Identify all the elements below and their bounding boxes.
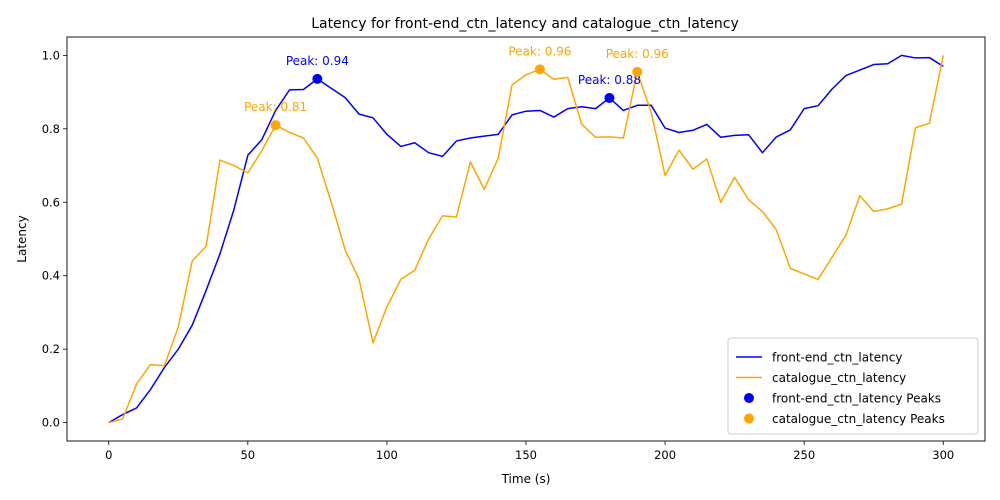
- legend-marker-swatch: [744, 413, 754, 424]
- peak-label: Peak: 0.81: [244, 100, 307, 114]
- y-tick-label: 0.0: [42, 416, 60, 430]
- legend: front-end_ctn_latency catalogue_ctn_laten…: [727, 337, 979, 435]
- x-axis-label: Time (s): [501, 472, 551, 486]
- x-tick-label: 150: [515, 448, 537, 462]
- peak-label: Peak: 0.94: [286, 54, 349, 68]
- y-axis-label: Latency: [15, 215, 29, 262]
- peak-marker: [604, 92, 615, 103]
- y-tick-label: 0.4: [42, 269, 60, 283]
- y-tick-label: 0.2: [42, 342, 60, 356]
- x-tick-label: 300: [932, 448, 954, 462]
- legend-label: front-end_ctn_latency Peaks: [772, 392, 941, 406]
- series-line-front-end: [108, 54, 944, 424]
- legend-box: [727, 337, 979, 435]
- series-lines: [108, 54, 945, 424]
- peak-marker: [534, 64, 545, 75]
- x-axis: 0 50 100 150 200 250 300: [105, 441, 954, 462]
- peak-label: Peak: 0.88: [578, 73, 641, 87]
- legend-label: catalogue_ctn_latency Peaks: [772, 412, 945, 426]
- x-tick-label: 200: [654, 448, 676, 462]
- y-axis: 0.0 0.2 0.4 0.6 0.8 1.0: [42, 48, 67, 430]
- x-tick-label: 50: [240, 448, 255, 462]
- legend-label: catalogue_ctn_latency: [772, 371, 906, 385]
- x-tick-label: 0: [105, 448, 112, 462]
- x-tick-label: 250: [793, 448, 815, 462]
- y-tick-label: 0.6: [42, 195, 60, 209]
- y-tick-label: 0.8: [42, 122, 60, 136]
- peak-markers: Peak: 0.94 Peak: 0.88 Peak: 0.81 Peak: 0.96…: [244, 44, 669, 131]
- peak-label: Peak: 0.96: [508, 44, 571, 58]
- series-line-catalogue: [108, 55, 945, 424]
- x-tick-label: 100: [376, 448, 398, 462]
- peak-marker: [270, 120, 281, 131]
- legend-label: front-end_ctn_latency: [772, 351, 902, 365]
- peak-label: Peak: 0.96: [606, 47, 669, 61]
- peak-marker: [632, 66, 643, 77]
- chart-title: Latency for front-end_ctn_latency and ca…: [311, 16, 739, 32]
- peak-marker: [312, 73, 323, 84]
- legend-marker-swatch: [744, 393, 754, 403]
- y-tick-label: 1.0: [42, 48, 60, 62]
